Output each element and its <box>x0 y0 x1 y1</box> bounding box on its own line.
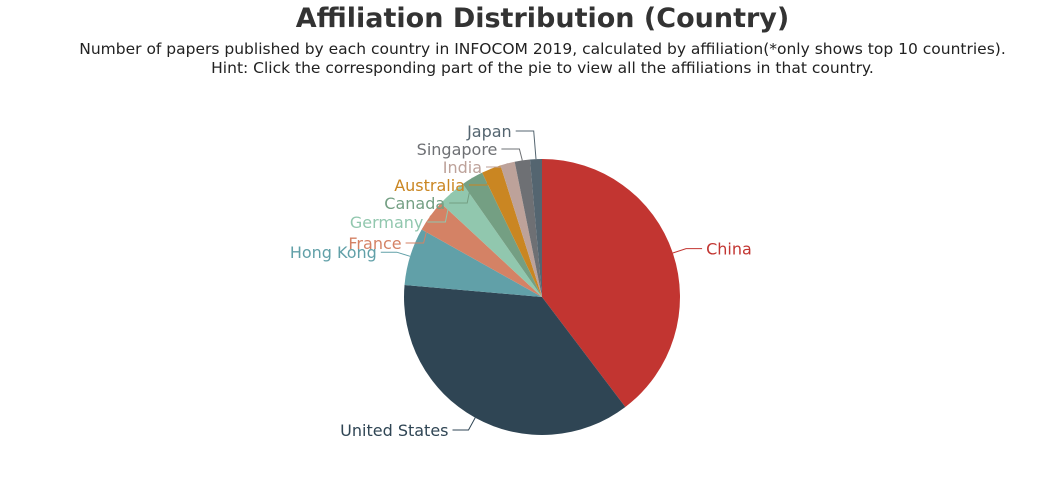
leader-line <box>515 130 537 160</box>
slice-label: Hong Kong <box>290 243 377 262</box>
leader-line <box>380 251 411 257</box>
pie-slice-china[interactable] <box>542 159 680 407</box>
pie-slice-united-states[interactable] <box>404 284 626 435</box>
slice-label: Germany <box>350 213 424 232</box>
leader-line <box>469 168 492 186</box>
slice-label: Singapore <box>417 140 498 159</box>
pie-slice-japan[interactable] <box>529 159 542 297</box>
slice-label: Canada <box>384 194 445 213</box>
slice-label: Australia <box>394 176 465 195</box>
pie-slice-india[interactable] <box>500 161 543 297</box>
chart-subtitle: Number of papers published by each count… <box>0 40 1061 78</box>
pie-slice-hong-kong[interactable] <box>404 229 542 298</box>
slice-label: United States <box>340 421 448 440</box>
pie-slice-france[interactable] <box>421 203 542 297</box>
subtitle-line-2: Hint: Click the corresponding part of th… <box>211 59 874 77</box>
slice-label: Japan <box>466 122 512 141</box>
chart-title: Affiliation Distribution (Country) <box>295 3 790 34</box>
slice-label: India <box>443 158 482 177</box>
leader-line <box>486 163 508 168</box>
leader-line <box>501 148 523 161</box>
slice-label: China <box>706 240 752 259</box>
leader-line <box>672 248 703 254</box>
leader-line <box>452 417 476 431</box>
pie-slice-australia[interactable] <box>482 165 542 297</box>
leader-line <box>449 177 473 204</box>
slice-label: France <box>348 234 401 253</box>
leader-line <box>405 215 431 244</box>
pie-slice-singapore[interactable] <box>514 159 542 297</box>
pie-slice-canada[interactable] <box>462 172 542 297</box>
pie-slice-germany[interactable] <box>440 183 542 297</box>
subtitle-line-1: Number of papers published by each count… <box>79 40 1006 58</box>
